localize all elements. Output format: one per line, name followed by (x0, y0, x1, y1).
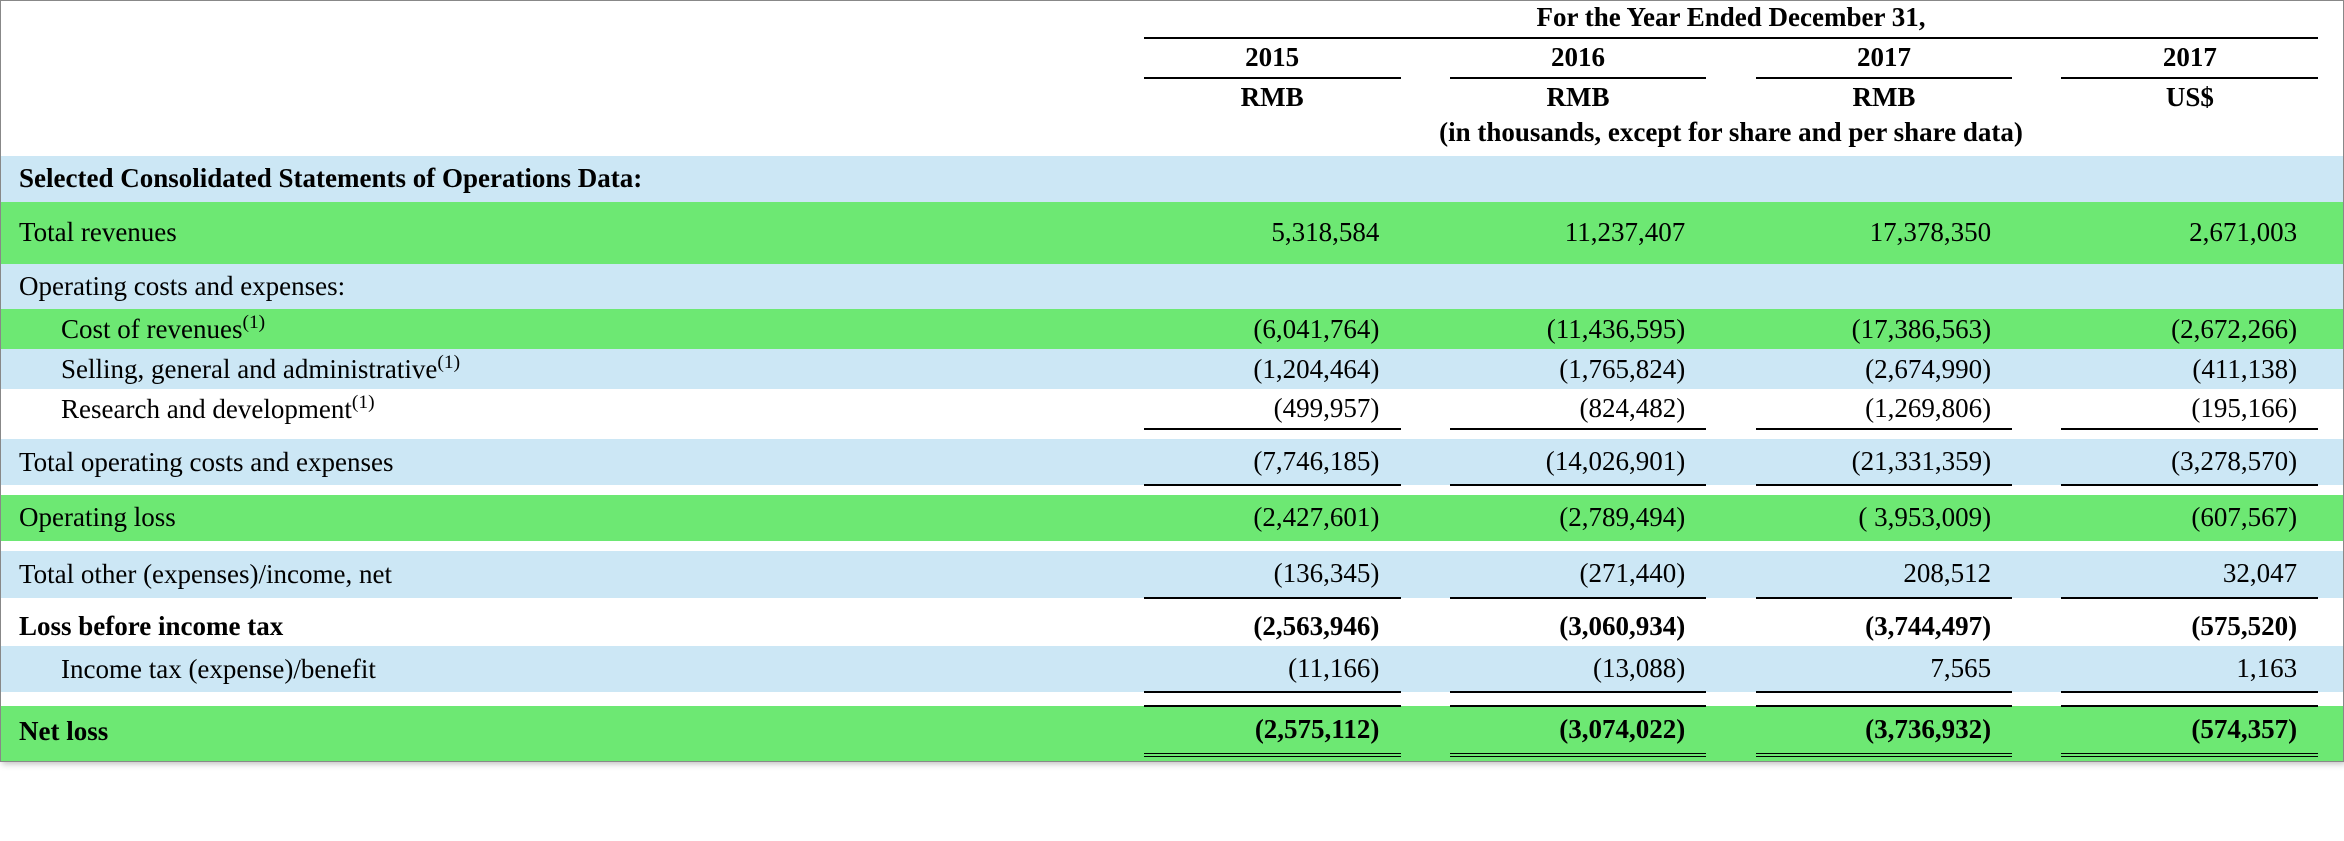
row-rnd: Research and development(1) (499,957) (8… (1, 389, 2343, 429)
label-tax: Income tax (expense)/benefit (1, 646, 1070, 693)
label-total-opex: Total operating costs and expenses (1, 439, 1070, 486)
val-cost-rev-1: (11,436,595) (1450, 309, 1690, 349)
val-loss-before-0: (2,563,946) (1144, 608, 1384, 646)
val-op-loss-0: (2,427,601) (1144, 495, 1384, 541)
header-ccy-2: RMB (1756, 78, 2013, 115)
val-total-rev-1: 11,237,407 (1450, 202, 1690, 264)
val-total-rev-2: 17,378,350 (1756, 202, 1996, 264)
header-ccy-0: RMB (1144, 78, 1401, 115)
label-loss-before: Loss before income tax (1, 608, 1070, 646)
val-sga-0: (1,204,464) (1144, 349, 1384, 389)
val-op-loss-2: ( 3,953,009) (1756, 495, 1996, 541)
row-total-opex: Total operating costs and expenses (7,74… (1, 439, 2343, 486)
header-note: (in thousands, except for share and per … (1144, 114, 2319, 156)
val-tax-1: (13,088) (1450, 646, 1690, 693)
val-loss-before-2: (3,744,497) (1756, 608, 1996, 646)
header-period: For the Year Ended December 31, (1144, 1, 2319, 38)
row-cost-of-revenues: Cost of revenues(1) (6,041,764) (11,436,… (1, 309, 2343, 349)
header-ccy-1: RMB (1450, 78, 1707, 115)
financial-table-container: For the Year Ended December 31, 2015 201… (0, 0, 2344, 762)
val-total-rev-3: 2,671,003 (2061, 202, 2301, 264)
val-tax-2: 7,565 (1756, 646, 1996, 693)
val-net-loss-2: (3,736,932) (1756, 706, 1996, 755)
row-opex-header: Operating costs and expenses: (1, 264, 2343, 310)
row-sga: Selling, general and administrative(1) (… (1, 349, 2343, 389)
row-operating-loss: Operating loss (2,427,601) (2,789,494) (… (1, 495, 2343, 541)
row-net-loss: Net loss (2,575,112) (3,074,022) (3,736,… (1, 706, 2343, 755)
row-total-revenues: Total revenues 5,318,584 11,237,407 17,3… (1, 202, 2343, 264)
val-total-opex-0: (7,746,185) (1144, 439, 1384, 486)
val-total-opex-2: (21,331,359) (1756, 439, 1996, 486)
val-total-opex-1: (14,026,901) (1450, 439, 1690, 486)
val-op-loss-3: (607,567) (2061, 495, 2301, 541)
val-rnd-3: (195,166) (2061, 389, 2301, 429)
val-total-opex-3: (3,278,570) (2061, 439, 2301, 486)
val-rnd-1: (824,482) (1450, 389, 1690, 429)
val-net-loss-3: (574,357) (2061, 706, 2301, 755)
val-cost-rev-0: (6,041,764) (1144, 309, 1384, 349)
val-other-2: 208,512 (1756, 551, 1996, 598)
val-other-1: (271,440) (1450, 551, 1690, 598)
val-rnd-2: (1,269,806) (1756, 389, 1996, 429)
header-ccy-3: US$ (2061, 78, 2318, 115)
val-sga-2: (2,674,990) (1756, 349, 1996, 389)
label-sga: Selling, general and administrative(1) (1, 349, 1070, 389)
val-other-0: (136,345) (1144, 551, 1384, 598)
val-tax-0: (11,166) (1144, 646, 1384, 693)
header-year-3: 2017 (2061, 38, 2318, 78)
val-other-3: 32,047 (2061, 551, 2301, 598)
row-income-tax: Income tax (expense)/benefit (11,166) (1… (1, 646, 2343, 693)
header-year-0: 2015 (1144, 38, 1401, 78)
val-sga-1: (1,765,824) (1450, 349, 1690, 389)
header-year-1: 2016 (1450, 38, 1707, 78)
label-net-loss: Net loss (1, 706, 1070, 755)
label-opex-header: Operating costs and expenses: (1, 264, 1070, 310)
financial-table: For the Year Ended December 31, 2015 201… (1, 1, 2343, 761)
label-total-revenues: Total revenues (1, 202, 1070, 264)
val-rnd-0: (499,957) (1144, 389, 1384, 429)
val-net-loss-1: (3,074,022) (1450, 706, 1690, 755)
header-year-2: 2017 (1756, 38, 2013, 78)
val-total-rev-0: 5,318,584 (1144, 202, 1384, 264)
val-net-loss-0: (2,575,112) (1144, 706, 1384, 755)
row-loss-before-tax: Loss before income tax (2,563,946) (3,06… (1, 608, 2343, 646)
val-cost-rev-2: (17,386,563) (1756, 309, 1996, 349)
label-section: Selected Consolidated Statements of Oper… (1, 156, 1070, 202)
label-cost-rev: Cost of revenues(1) (1, 309, 1070, 349)
row-other-income: Total other (expenses)/income, net (136,… (1, 551, 2343, 598)
val-cost-rev-3: (2,672,266) (2061, 309, 2301, 349)
val-op-loss-1: (2,789,494) (1450, 495, 1690, 541)
val-sga-3: (411,138) (2061, 349, 2301, 389)
label-rnd: Research and development(1) (1, 389, 1070, 429)
val-loss-before-3: (575,520) (2061, 608, 2301, 646)
label-op-loss: Operating loss (1, 495, 1070, 541)
label-other: Total other (expenses)/income, net (1, 551, 1070, 598)
val-loss-before-1: (3,060,934) (1450, 608, 1690, 646)
row-section-header: Selected Consolidated Statements of Oper… (1, 156, 2343, 202)
val-tax-3: 1,163 (2061, 646, 2301, 693)
